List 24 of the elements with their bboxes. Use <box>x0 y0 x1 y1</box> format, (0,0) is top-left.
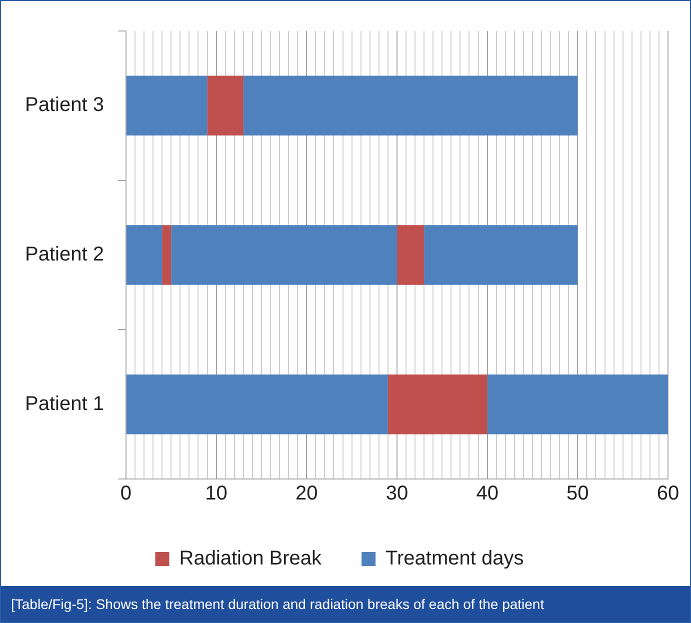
x-tick-label: 40 <box>476 482 498 505</box>
x-tick-label: 50 <box>566 482 589 505</box>
x-tick-label: 30 <box>386 482 408 505</box>
bar <box>171 225 397 285</box>
bar <box>243 76 578 136</box>
x-tick-label: 20 <box>296 482 318 505</box>
x-tick-label: 0 <box>120 482 132 505</box>
bar <box>424 225 578 285</box>
x-tick-label: 10 <box>205 482 228 505</box>
bar <box>487 374 668 434</box>
legend-label: Radiation Break <box>179 548 323 570</box>
bar <box>126 76 208 136</box>
bar <box>162 225 172 285</box>
text: [Table/Fig-5]: Shows the treatment duration and radiation breaks of each of the patient <box>1 586 690 622</box>
bar <box>207 76 244 136</box>
legend-label: Treatment days <box>386 548 524 570</box>
bar <box>126 225 162 285</box>
x-tick-label: 60 <box>656 482 680 505</box>
y-tick-label: Patient 3 <box>24 94 104 116</box>
y-tick-label: Patient 2 <box>24 244 104 266</box>
bar <box>388 374 488 434</box>
y-tick-label: Patient 1 <box>24 392 104 415</box>
bar <box>396 225 424 285</box>
bar <box>126 374 388 434</box>
